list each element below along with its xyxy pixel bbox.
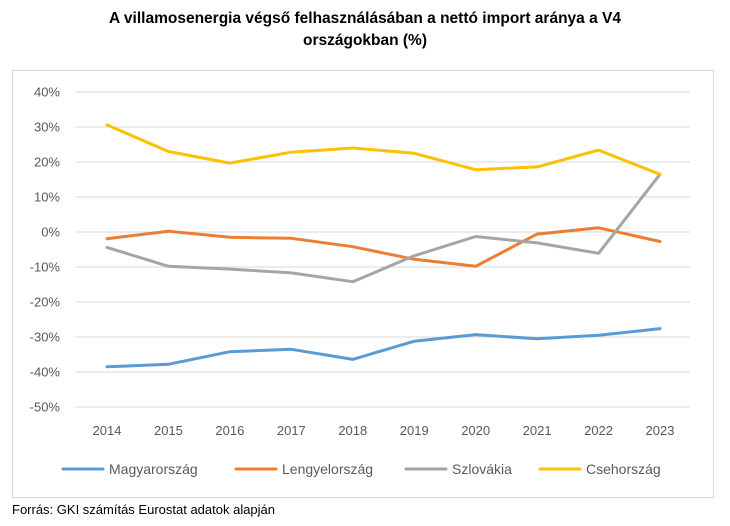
- y-tick-label: 30%: [34, 120, 60, 135]
- x-tick-label: 2021: [523, 423, 552, 438]
- y-tick-label: 0%: [41, 225, 60, 240]
- y-tick-label: -20%: [30, 295, 61, 310]
- legend-label: Szlovákia: [452, 461, 512, 477]
- y-tick-label: 20%: [34, 155, 60, 170]
- x-tick-label: 2020: [461, 423, 490, 438]
- x-tick-label: 2019: [400, 423, 429, 438]
- chart-title-line-1: A villamosenergia végső felhasználásában…: [109, 10, 621, 27]
- source-note: Forrás: GKI számítás Eurostat adatok ala…: [12, 502, 276, 517]
- x-tick-label: 2015: [154, 423, 183, 438]
- series-line: [105, 123, 662, 176]
- x-tick-label: 2014: [93, 423, 122, 438]
- series-line: [105, 327, 662, 369]
- y-tick-label: -10%: [30, 260, 61, 275]
- chart-title-line-2: országokban (%): [302, 32, 427, 49]
- legend-label: Lengyelország: [282, 461, 373, 477]
- legend-label: Csehország: [586, 461, 661, 477]
- x-tick-label: 2023: [646, 423, 675, 438]
- y-tick-label: 10%: [34, 190, 60, 205]
- y-tick-label: -50%: [30, 400, 61, 415]
- x-axis-tick-labels: 2014 2015 2016 2017 2018 2019 2020 2021 2022 2023: [93, 423, 675, 438]
- y-axis-tick-labels: 40% 30% 20% 10% 0% -10% -20% -30% -40% -50%: [30, 85, 61, 415]
- chart-area: [12, 70, 714, 498]
- x-tick-label: 2018: [338, 423, 367, 438]
- y-tick-label: 40%: [34, 85, 60, 100]
- legend: Magyarország Lengyelország Szlovákia Csehor…: [61, 461, 661, 477]
- chart-title: A villamosenergia végső felhasználásában…: [0, 8, 730, 52]
- legend-label: Magyarország: [109, 461, 198, 477]
- x-tick-label: 2022: [584, 423, 613, 438]
- series-line: [105, 172, 662, 284]
- x-tick-label: 2016: [215, 423, 244, 438]
- y-tick-label: -30%: [30, 330, 61, 345]
- y-tick-label: -40%: [30, 365, 61, 380]
- series-line: [105, 226, 662, 268]
- data-series: [105, 123, 662, 369]
- grid-lines: [76, 91, 690, 408]
- x-tick-label: 2017: [277, 423, 306, 438]
